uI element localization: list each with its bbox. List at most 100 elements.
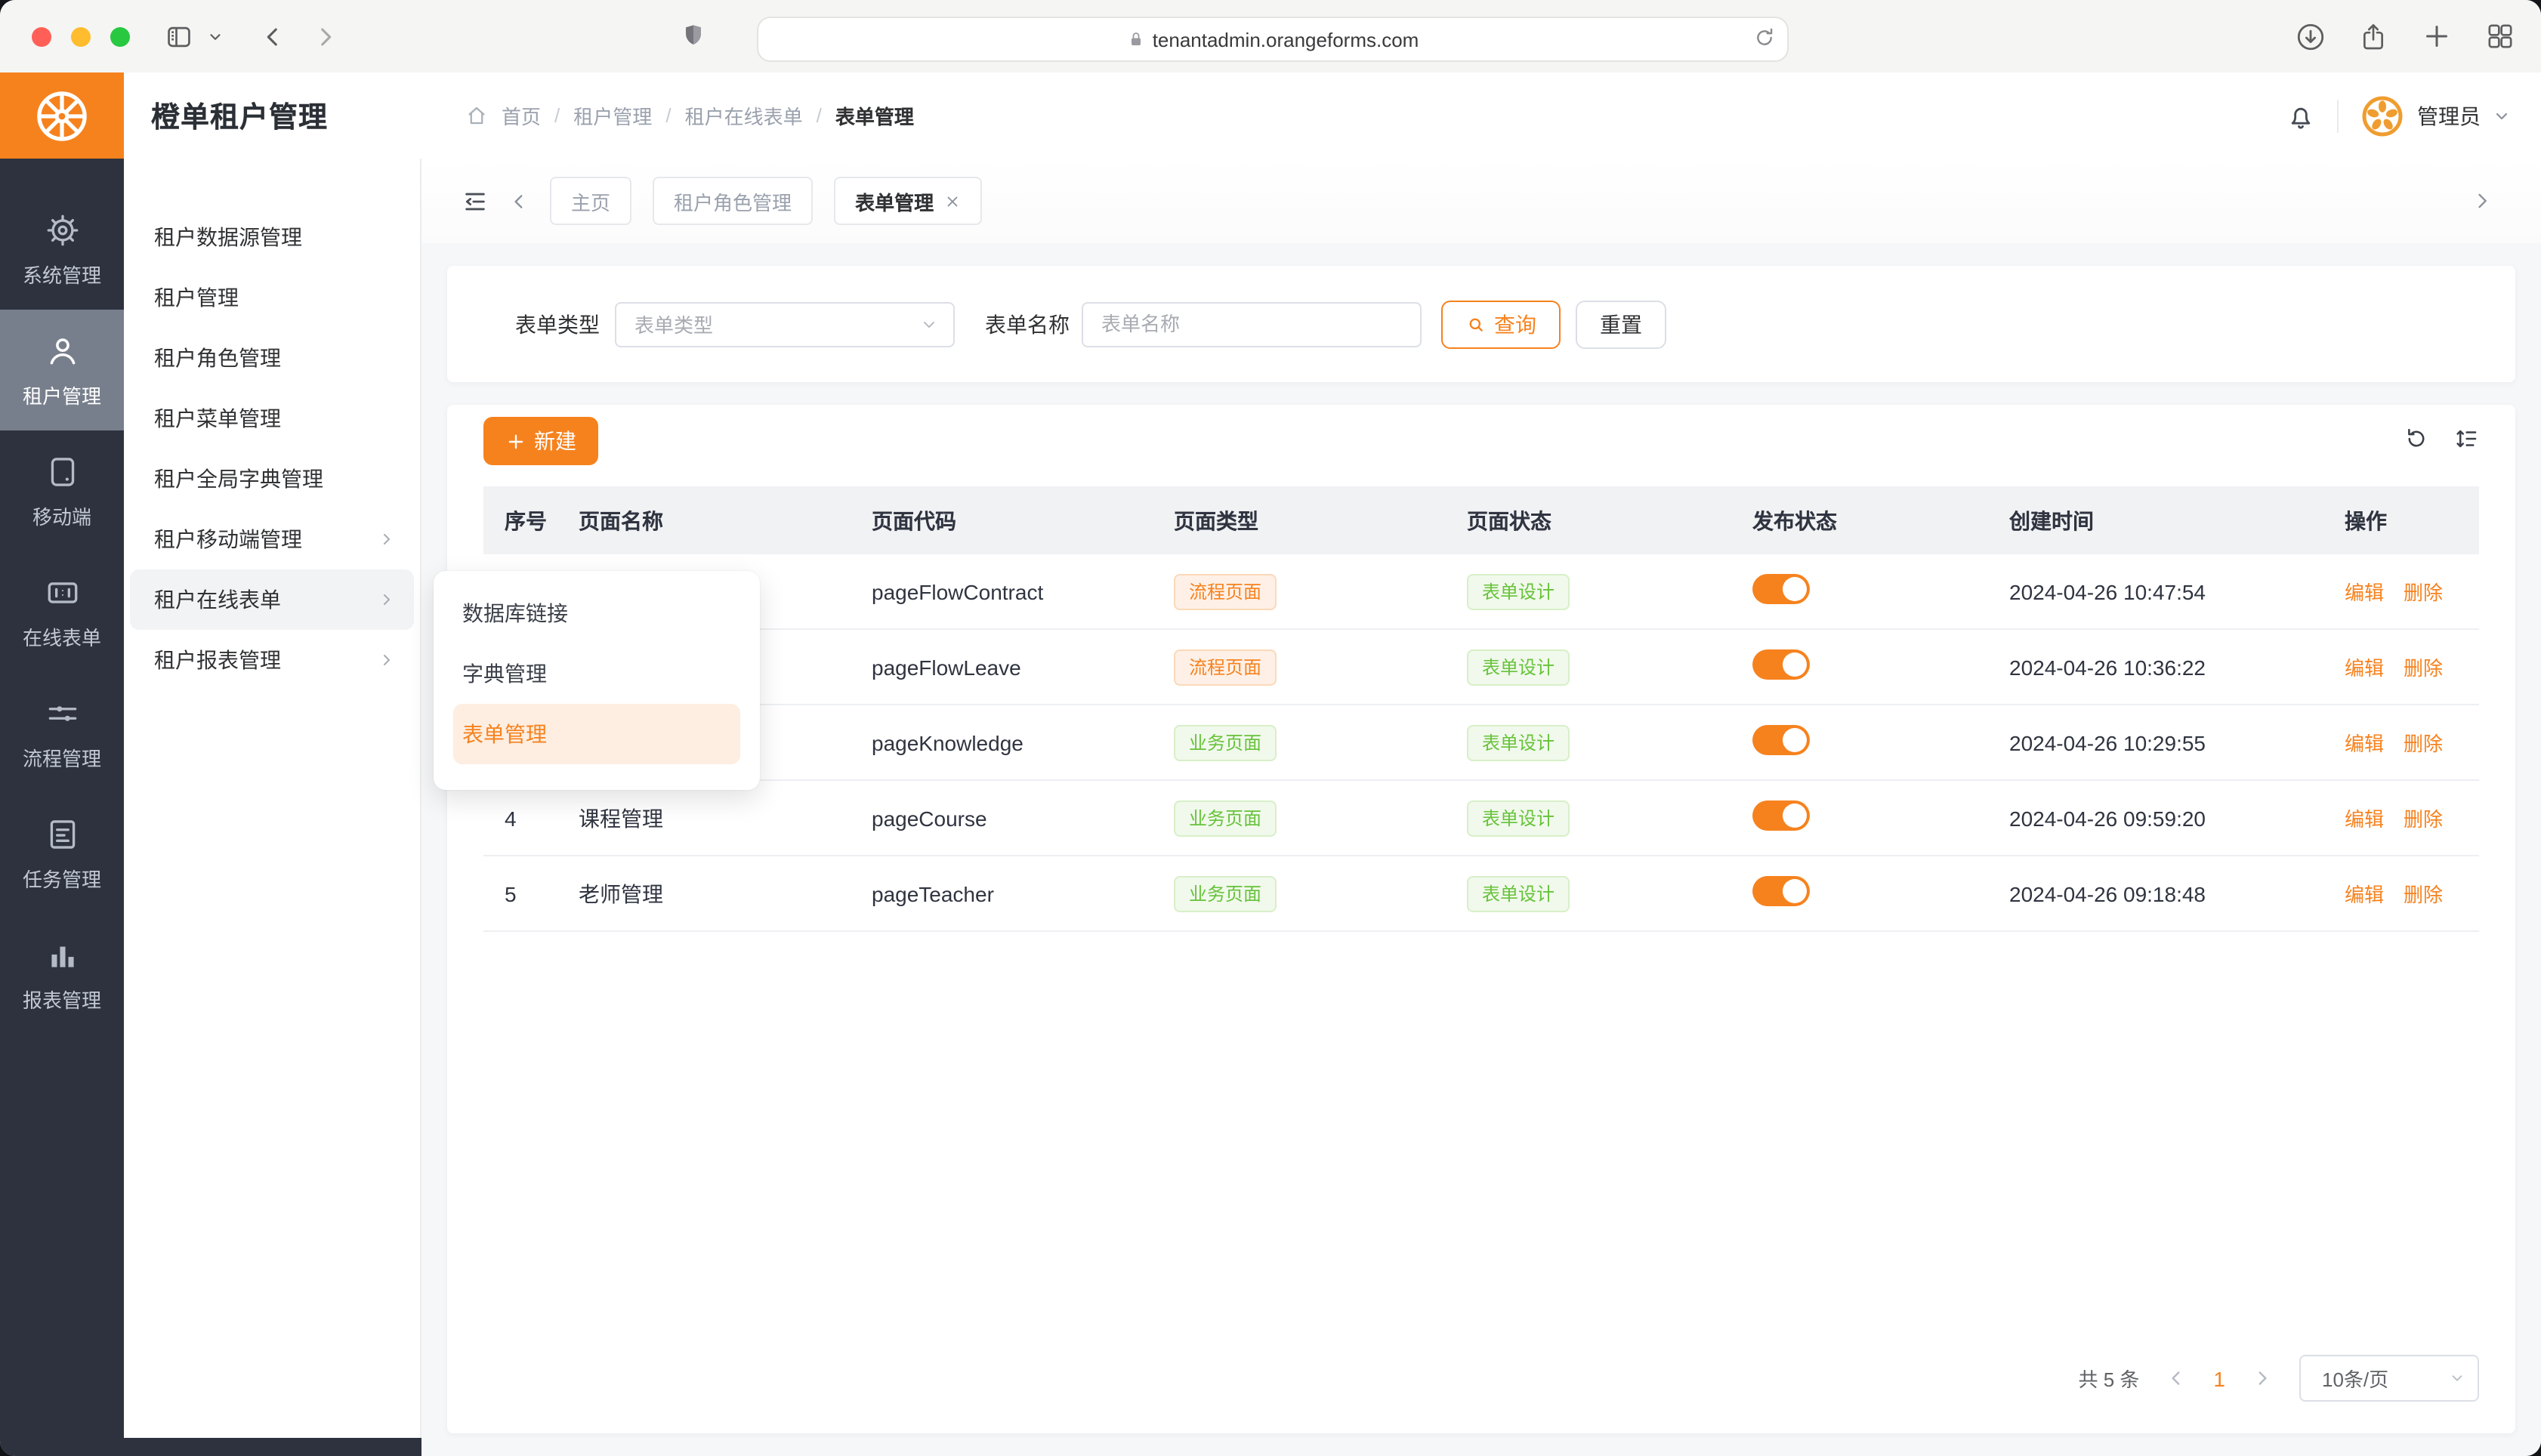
search-button[interactable]: 查询 (1441, 300, 1561, 348)
row-code: pageFlowLeave (872, 655, 1021, 679)
prev-page-icon[interactable] (2166, 1368, 2186, 1388)
filter-panel: 表单类型 表单类型 表单名称 查询 重置 (447, 266, 2515, 382)
tab-scroll-left-icon[interactable] (509, 191, 529, 211)
row-created: 2024-04-26 10:47:54 (2009, 579, 2206, 603)
page-status-tag[interactable]: 表单设计 (1467, 573, 1570, 609)
page-status-tag[interactable]: 表单设计 (1467, 649, 1570, 685)
rail-item-online-form[interactable]: 在线表单 (0, 551, 124, 672)
publish-toggle[interactable] (1752, 800, 1810, 831)
tab-scroll-right-icon[interactable] (2472, 190, 2493, 211)
delete-link[interactable]: 删除 (2404, 581, 2444, 604)
sidebar-item-tenant[interactable]: 租户管理 (154, 285, 239, 310)
page-status-tag[interactable]: 表单设计 (1467, 724, 1570, 760)
minimize-window-button[interactable] (71, 26, 91, 46)
user-menu[interactable]: 管理员 (2360, 93, 2511, 138)
delete-link[interactable]: 删除 (2404, 884, 2444, 906)
new-tab-button[interactable] (2416, 15, 2458, 57)
data-table: 序号 页面名称 页面代码 页面类型 页面状态 发布状态 创建时间 操作 page… (483, 486, 2479, 932)
rail-item-flow[interactable]: 流程管理 (0, 672, 124, 793)
sidebar-item-global-dict[interactable]: 租户全局字典管理 (154, 467, 323, 491)
reload-icon[interactable] (1752, 26, 1777, 50)
row-created: 2024-04-26 10:29:55 (2009, 730, 2206, 754)
zoom-window-button[interactable] (110, 26, 130, 46)
close-icon[interactable] (944, 193, 961, 209)
sidebar-item-datasource[interactable]: 租户数据源管理 (154, 225, 302, 249)
sidebar-toggle-button[interactable] (157, 15, 199, 57)
downloads-button[interactable] (2289, 15, 2331, 57)
page-type-tag: 业务页面 (1174, 800, 1277, 836)
sidebar-menu-button[interactable] (199, 15, 230, 57)
delete-link[interactable]: 删除 (2404, 657, 2444, 680)
next-page-icon[interactable] (2252, 1368, 2272, 1388)
citrus-logo-icon (30, 84, 94, 147)
plus-icon (505, 431, 525, 451)
address-bar[interactable]: tenantadmin.orangeforms.com (757, 17, 1789, 62)
fold-menu-icon[interactable] (462, 188, 488, 214)
refresh-icon[interactable] (2404, 426, 2429, 452)
page-size-select[interactable]: 10条/页 (2299, 1355, 2479, 1402)
current-page[interactable]: 1 (2213, 1366, 2225, 1390)
close-window-button[interactable] (32, 26, 51, 46)
app-title: 橙单租户管理 (151, 103, 329, 134)
table-tools (2404, 426, 2479, 452)
row-code: pageTeacher (872, 881, 994, 905)
form-name-input[interactable] (1082, 301, 1422, 347)
rail-item-task[interactable]: 任务管理 (0, 793, 124, 914)
edit-link[interactable]: 编辑 (2345, 884, 2385, 906)
url-text: tenantadmin.orangeforms.com (1152, 28, 1419, 51)
edit-link[interactable]: 编辑 (2345, 733, 2385, 755)
publish-toggle[interactable] (1752, 725, 1810, 755)
breadcrumb-item[interactable]: 首页 (502, 106, 542, 128)
chevron-right-icon (378, 651, 396, 669)
row-created: 2024-04-26 10:36:22 (2009, 655, 2206, 679)
chevron-down-icon (206, 28, 223, 45)
download-icon (2294, 20, 2326, 52)
line-height-icon[interactable] (2453, 426, 2479, 452)
sidebar-item-online-form[interactable]: 租户在线表单 (130, 569, 414, 630)
create-button[interactable]: 新建 (483, 417, 598, 465)
sidebar-item-menu[interactable]: 租户菜单管理 (154, 406, 281, 430)
share-button[interactable] (2352, 15, 2394, 57)
rail-item-tenant[interactable]: 租户管理 (0, 310, 124, 430)
edit-link[interactable]: 编辑 (2345, 581, 2385, 604)
delete-link[interactable]: 删除 (2404, 733, 2444, 755)
row-no: 4 (505, 806, 517, 830)
tab-overview-button[interactable] (2479, 15, 2521, 57)
sidebar-item-mobile[interactable]: 租户移动端管理 (130, 509, 414, 569)
page-type-tag: 流程页面 (1174, 649, 1277, 685)
app-logo[interactable] (0, 72, 124, 159)
tab-form-management[interactable]: 表单管理 (834, 177, 983, 225)
lock-icon (1127, 29, 1145, 50)
submenu-item-form-management[interactable]: 表单管理 (453, 704, 740, 764)
edit-link[interactable]: 编辑 (2345, 657, 2385, 680)
page-status-tag[interactable]: 表单设计 (1467, 875, 1570, 912)
row-created: 2024-04-26 09:18:48 (2009, 881, 2206, 905)
breadcrumb-item[interactable]: 租户管理 (573, 106, 653, 128)
submenu-item-database-link[interactable]: 数据库链接 (462, 601, 568, 625)
publish-toggle[interactable] (1752, 574, 1810, 604)
submenu-item-dict-management[interactable]: 字典管理 (462, 662, 547, 686)
tab-tenant-role[interactable]: 租户角色管理 (653, 177, 814, 225)
privacy-shield-icon[interactable] (681, 20, 705, 50)
delete-link[interactable]: 删除 (2404, 808, 2444, 831)
form-type-placeholder: 表单类型 (634, 314, 714, 337)
reset-button[interactable]: 重置 (1576, 300, 1666, 348)
form-type-select[interactable]: 表单类型 (615, 301, 955, 347)
rail-item-mobile[interactable]: 移动端 (0, 430, 124, 551)
sliders-icon (43, 694, 81, 732)
forward-button[interactable] (304, 15, 346, 57)
rail-item-system[interactable]: 系统管理 (0, 189, 124, 310)
back-button[interactable] (251, 15, 293, 57)
publish-toggle[interactable] (1752, 876, 1810, 906)
sidebar-item-report[interactable]: 租户报表管理 (130, 630, 414, 690)
sidebar-item-role[interactable]: 租户角色管理 (154, 346, 281, 370)
rail-item-report[interactable]: 报表管理 (0, 914, 124, 1035)
breadcrumb: 首页 / 租户管理 / 租户在线表单 / 表单管理 (465, 72, 914, 159)
edit-link[interactable]: 编辑 (2345, 808, 2385, 831)
publish-toggle[interactable] (1752, 649, 1810, 680)
tab-home[interactable]: 主页 (550, 177, 632, 225)
page-status-tag[interactable]: 表单设计 (1467, 800, 1570, 836)
breadcrumb-item[interactable]: 租户在线表单 (684, 106, 803, 128)
bell-icon[interactable] (2286, 100, 2316, 131)
divider (2337, 99, 2339, 132)
